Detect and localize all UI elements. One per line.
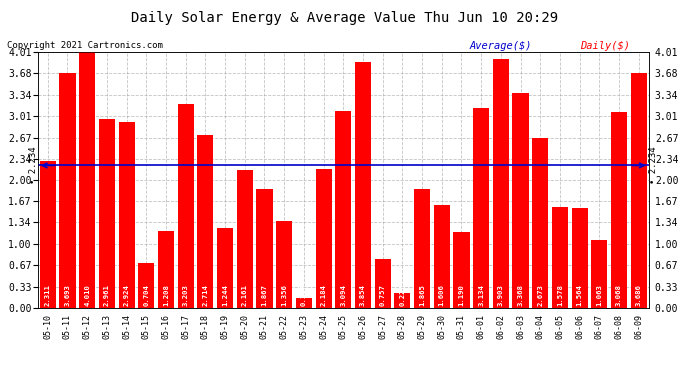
Text: 2.311: 2.311 bbox=[45, 284, 51, 306]
Bar bbox=[79, 53, 95, 308]
Text: Daily($): Daily($) bbox=[580, 41, 629, 51]
Text: 1.063: 1.063 bbox=[596, 284, 602, 306]
Text: 3.693: 3.693 bbox=[64, 284, 70, 306]
Text: 1.244: 1.244 bbox=[222, 284, 228, 306]
Text: 3.068: 3.068 bbox=[616, 284, 622, 306]
Bar bbox=[493, 59, 509, 308]
Bar bbox=[59, 73, 76, 308]
Text: 1.356: 1.356 bbox=[282, 284, 287, 306]
Bar bbox=[611, 112, 627, 308]
Bar bbox=[335, 111, 351, 308]
Bar bbox=[237, 170, 253, 308]
Text: 0.704: 0.704 bbox=[144, 284, 149, 306]
Bar bbox=[394, 293, 411, 308]
Text: • 2.234: • 2.234 bbox=[28, 147, 37, 184]
Text: Average($): Average($) bbox=[469, 41, 532, 51]
Text: 3.903: 3.903 bbox=[498, 284, 504, 306]
Bar bbox=[631, 73, 647, 308]
Text: 1.208: 1.208 bbox=[163, 284, 169, 306]
Bar bbox=[571, 208, 588, 308]
Bar bbox=[473, 108, 489, 307]
Text: 1.578: 1.578 bbox=[557, 284, 563, 306]
Bar bbox=[257, 189, 273, 308]
Text: 1.564: 1.564 bbox=[577, 284, 582, 306]
Bar bbox=[453, 232, 469, 308]
Text: 1.606: 1.606 bbox=[439, 284, 445, 306]
Text: 3.854: 3.854 bbox=[360, 284, 366, 306]
Bar bbox=[375, 260, 391, 308]
Bar bbox=[414, 189, 430, 308]
Bar bbox=[138, 263, 155, 308]
Bar bbox=[276, 221, 293, 308]
Bar bbox=[119, 122, 135, 308]
Text: 3.134: 3.134 bbox=[478, 284, 484, 306]
Text: 3.203: 3.203 bbox=[183, 284, 188, 306]
Text: Daily Solar Energy & Average Value Thu Jun 10 20:29: Daily Solar Energy & Average Value Thu J… bbox=[131, 11, 559, 25]
Text: 3.368: 3.368 bbox=[518, 284, 524, 306]
Bar bbox=[177, 104, 194, 308]
Bar bbox=[532, 138, 549, 308]
Text: 1.865: 1.865 bbox=[419, 284, 425, 306]
Text: 3.094: 3.094 bbox=[340, 284, 346, 306]
Text: 2.161: 2.161 bbox=[241, 284, 248, 306]
Text: 2.184: 2.184 bbox=[321, 284, 326, 306]
Text: • 2.234: • 2.234 bbox=[649, 147, 658, 184]
Text: 1.190: 1.190 bbox=[458, 284, 464, 306]
Bar bbox=[99, 119, 115, 308]
Text: 0.227: 0.227 bbox=[400, 284, 405, 306]
Bar bbox=[40, 160, 56, 308]
Bar bbox=[355, 62, 371, 308]
Bar bbox=[315, 169, 332, 308]
Bar bbox=[296, 297, 312, 307]
Bar bbox=[217, 228, 233, 308]
Text: 4.010: 4.010 bbox=[84, 284, 90, 306]
Text: 0.157: 0.157 bbox=[301, 284, 307, 306]
Text: Copyright 2021 Cartronics.com: Copyright 2021 Cartronics.com bbox=[7, 41, 163, 50]
Bar bbox=[197, 135, 213, 308]
Bar bbox=[434, 206, 450, 308]
Text: 2.714: 2.714 bbox=[202, 284, 208, 306]
Text: 3.686: 3.686 bbox=[635, 284, 642, 306]
Bar bbox=[552, 207, 568, 308]
Text: 2.924: 2.924 bbox=[124, 284, 130, 306]
Text: 2.961: 2.961 bbox=[104, 284, 110, 306]
Text: 0.757: 0.757 bbox=[380, 284, 386, 306]
Bar bbox=[513, 93, 529, 308]
Text: 1.867: 1.867 bbox=[262, 284, 268, 306]
Bar bbox=[158, 231, 174, 308]
Bar bbox=[591, 240, 607, 308]
Text: 2.673: 2.673 bbox=[538, 284, 543, 306]
